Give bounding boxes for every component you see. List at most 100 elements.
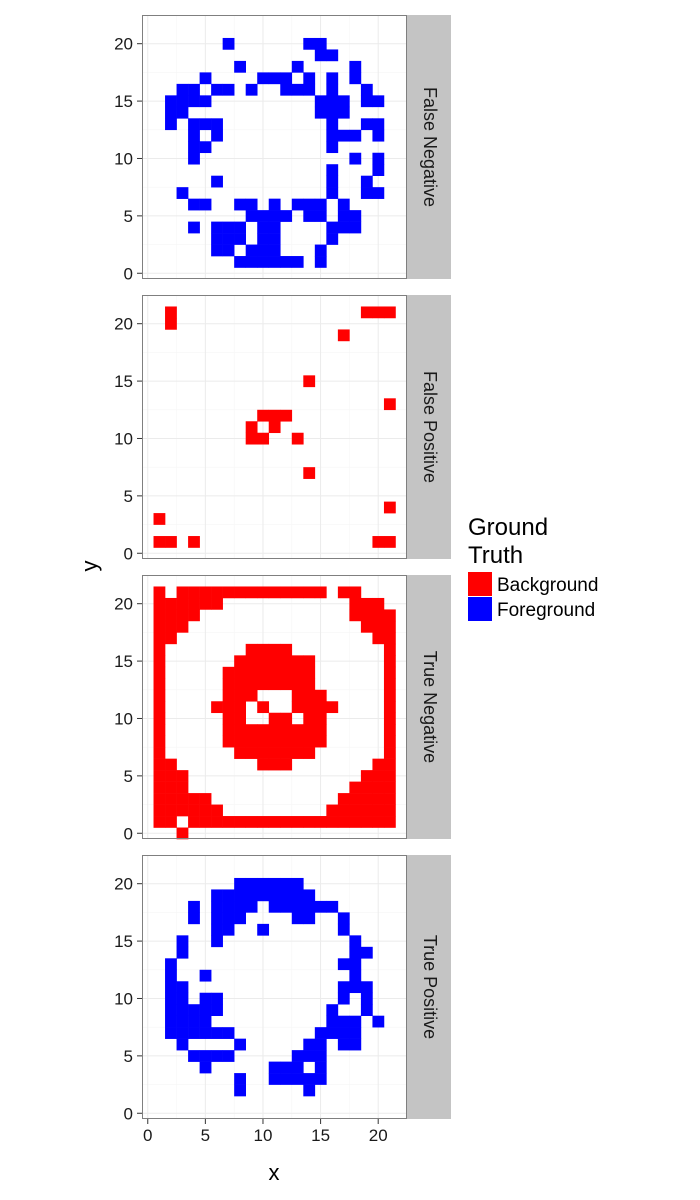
- tile: [303, 689, 316, 702]
- tile: [234, 1073, 246, 1085]
- x-tick-label: 15: [311, 1126, 330, 1145]
- tile: [153, 643, 166, 656]
- tile: [245, 83, 258, 96]
- tile: [360, 620, 373, 633]
- tile: [303, 889, 316, 902]
- facet-strip: [407, 855, 451, 1119]
- tile: [165, 969, 177, 982]
- tile: [314, 900, 327, 913]
- tile: [188, 118, 200, 131]
- tile: [176, 781, 189, 794]
- tile: [257, 72, 270, 85]
- tile: [188, 536, 200, 548]
- tile: [257, 724, 270, 736]
- tile: [176, 609, 189, 622]
- tile: [234, 747, 246, 759]
- tile: [280, 747, 293, 759]
- tile: [314, 106, 327, 119]
- tile: [188, 83, 200, 96]
- tile: [211, 129, 223, 142]
- y-tick-label: 15: [114, 92, 133, 111]
- tile: [211, 935, 223, 948]
- tile: [234, 666, 246, 679]
- tile: [280, 889, 293, 902]
- tile: [268, 678, 281, 691]
- tile: [188, 597, 200, 610]
- tile: [326, 129, 339, 142]
- panel-true-positive: True Positive 0 5 10 15 20: [114, 855, 451, 1123]
- tile: [165, 958, 177, 971]
- tile: [383, 306, 396, 319]
- tile: [153, 620, 166, 633]
- tile: [165, 597, 177, 610]
- tile: [280, 816, 293, 828]
- tile: [222, 816, 235, 828]
- tile: [372, 164, 385, 176]
- tile: [291, 83, 304, 96]
- y-tick-label: 0: [124, 1104, 133, 1123]
- tile: [234, 678, 246, 691]
- tile: [372, 536, 385, 548]
- tile: [280, 1061, 293, 1074]
- panel-border: [142, 15, 407, 279]
- tile: [383, 678, 396, 691]
- tile: [280, 900, 293, 913]
- tile: [291, 1073, 304, 1085]
- tile: [153, 793, 166, 805]
- tile: [326, 175, 339, 188]
- tile: [245, 816, 258, 828]
- tile: [211, 701, 223, 714]
- tile: [188, 221, 200, 234]
- tile: [268, 758, 281, 771]
- tile: [199, 816, 212, 828]
- tile: [337, 210, 350, 222]
- tile: [199, 72, 212, 85]
- tile: [303, 912, 316, 925]
- tile: [268, 1061, 281, 1074]
- tile: [268, 233, 281, 245]
- y-tick-label: 5: [124, 207, 133, 226]
- tile: [291, 655, 304, 668]
- tile: [326, 118, 339, 131]
- tile: [211, 816, 223, 828]
- tile: [176, 827, 189, 840]
- tile: [188, 1027, 200, 1039]
- tile: [234, 816, 246, 828]
- tile: [303, 467, 316, 479]
- tile: [291, 889, 304, 902]
- y-tick-label: 15: [114, 932, 133, 951]
- tile: [234, 912, 246, 925]
- tile: [257, 747, 270, 759]
- tile: [337, 1027, 350, 1039]
- tile: [257, 233, 270, 245]
- tile: [314, 1038, 327, 1051]
- tile: [257, 816, 270, 828]
- tile: [257, 758, 270, 771]
- tile: [257, 586, 270, 599]
- tile: [165, 118, 177, 131]
- tile: [245, 655, 258, 668]
- tile: [383, 816, 396, 828]
- tile: [211, 923, 223, 936]
- tile: [153, 758, 166, 771]
- tile: [349, 609, 362, 622]
- tile: [383, 643, 396, 656]
- tile: [337, 586, 350, 599]
- tile: [199, 118, 212, 131]
- tile: [257, 409, 270, 422]
- tile: [280, 877, 293, 890]
- y-tick-label: 0: [124, 544, 133, 563]
- tile: [349, 804, 362, 817]
- tile: [383, 758, 396, 771]
- tile: [360, 175, 373, 188]
- tile: [222, 712, 235, 725]
- tile: [303, 724, 316, 736]
- tile: [165, 770, 177, 782]
- tile: [372, 770, 385, 782]
- tile: [257, 701, 270, 714]
- tile: [234, 877, 246, 890]
- tile: [257, 735, 270, 748]
- tile: [291, 701, 304, 714]
- y-tick-label: 10: [114, 429, 133, 448]
- tile: [291, 747, 304, 759]
